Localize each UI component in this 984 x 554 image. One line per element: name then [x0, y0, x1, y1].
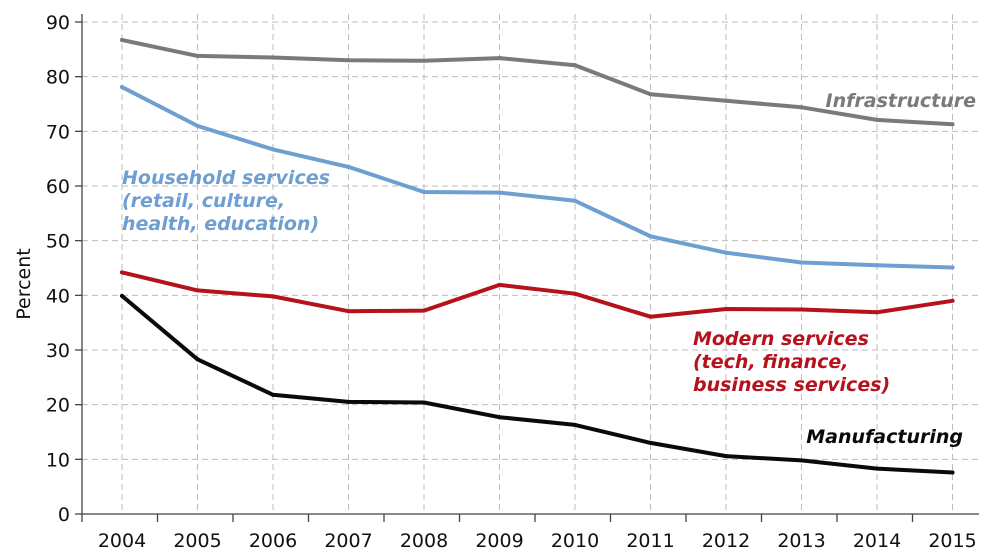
data-point — [875, 117, 879, 122]
series-labels: Infrastructure Household services (retail,… — [122, 90, 976, 448]
y-tick-label: 50 — [46, 231, 70, 253]
x-tick-label: 2011 — [626, 530, 674, 552]
series-label-line: (retail, culture, — [122, 190, 285, 212]
y-tick-label: 40 — [46, 285, 70, 307]
data-point — [422, 308, 426, 313]
data-point — [497, 415, 502, 420]
x-tick-label: 2007 — [324, 530, 372, 552]
series-label-line: Manufacturing — [806, 426, 963, 448]
data-point — [497, 190, 502, 195]
y-tick-label: 90 — [46, 12, 70, 34]
data-point — [724, 98, 728, 103]
series-label-line: business services) — [693, 374, 890, 396]
y-tick-label: 10 — [46, 449, 70, 471]
data-point — [799, 105, 804, 110]
x-tick-label: 2012 — [702, 530, 750, 552]
series-line-1 — [120, 85, 955, 270]
data-point — [422, 400, 426, 405]
grid — [82, 14, 979, 514]
y-tick-label: 60 — [46, 176, 70, 198]
data-point — [346, 164, 351, 169]
series-label-line: Modern services — [693, 328, 869, 350]
series-line-3 — [120, 293, 955, 475]
y-tick-label: 70 — [46, 121, 70, 143]
y-tick-label: 80 — [46, 67, 70, 89]
series-label-3: Manufacturing — [806, 426, 963, 448]
data-point — [648, 314, 653, 319]
data-point — [950, 122, 955, 127]
x-tick-label: 2008 — [400, 530, 448, 552]
data-point — [950, 470, 955, 475]
data-point — [497, 56, 502, 61]
data-point — [724, 307, 728, 311]
data-point — [120, 38, 124, 43]
data-point — [497, 282, 502, 287]
data-point — [573, 422, 577, 427]
data-point — [799, 307, 804, 312]
data-point — [648, 234, 653, 239]
x-tick-label: 2009 — [475, 530, 523, 552]
data-point — [573, 291, 577, 296]
x-tick-label: 2010 — [551, 530, 599, 552]
data-point — [120, 293, 124, 298]
series-label-line: health, education) — [122, 213, 319, 235]
series-line-0 — [120, 38, 955, 127]
data-point — [724, 250, 728, 255]
x-tick-label: 2015 — [928, 530, 976, 552]
data-point — [346, 58, 351, 63]
data-point — [648, 92, 653, 97]
series-line-2 — [120, 270, 955, 319]
axes: 0 10 20 30 40 50 60 70 80 90 2004 2005 2006 2007 2008 2… — [46, 12, 979, 552]
data-point — [875, 466, 879, 471]
x-tick-label: 2014 — [853, 530, 901, 552]
data-point — [195, 288, 200, 293]
data-point — [271, 55, 275, 60]
data-point — [120, 85, 124, 90]
data-point — [346, 309, 351, 314]
x-tick-label: 2005 — [173, 530, 221, 552]
data-point — [195, 123, 200, 128]
y-tick-label: 30 — [46, 340, 70, 362]
data-point — [875, 310, 879, 315]
series-label-line: Household services — [122, 167, 330, 189]
data-point — [950, 298, 955, 303]
data-point — [799, 260, 804, 265]
x-tick-label: 2004 — [98, 530, 146, 552]
data-point — [271, 392, 275, 397]
x-tick-label: 2013 — [777, 530, 825, 552]
series-label-line: (tech, finance, — [693, 351, 848, 373]
data-point — [875, 263, 879, 268]
series-lines — [120, 38, 955, 475]
data-point — [422, 190, 426, 195]
data-point — [195, 53, 200, 58]
data-point — [573, 198, 577, 203]
data-point — [120, 270, 124, 275]
data-point — [724, 454, 728, 459]
data-point — [271, 147, 275, 152]
series-label-2: Modern services (tech, finance, business s… — [693, 328, 890, 396]
data-point — [950, 265, 955, 270]
x-tick-label: 2006 — [249, 530, 297, 552]
series-label-1: Household services (retail, culture, healt… — [122, 167, 330, 235]
data-point — [346, 399, 351, 404]
series-label-0: Infrastructure — [826, 90, 977, 112]
data-point — [195, 357, 200, 362]
data-point — [422, 58, 426, 63]
data-point — [799, 458, 804, 463]
y-tick-label: 0 — [58, 504, 70, 526]
series-label-line: Infrastructure — [826, 90, 977, 112]
data-point — [271, 294, 275, 299]
y-axis-title: Percent — [13, 248, 35, 320]
y-tick-label: 20 — [46, 395, 70, 417]
data-point — [648, 440, 653, 445]
data-point — [573, 63, 577, 68]
